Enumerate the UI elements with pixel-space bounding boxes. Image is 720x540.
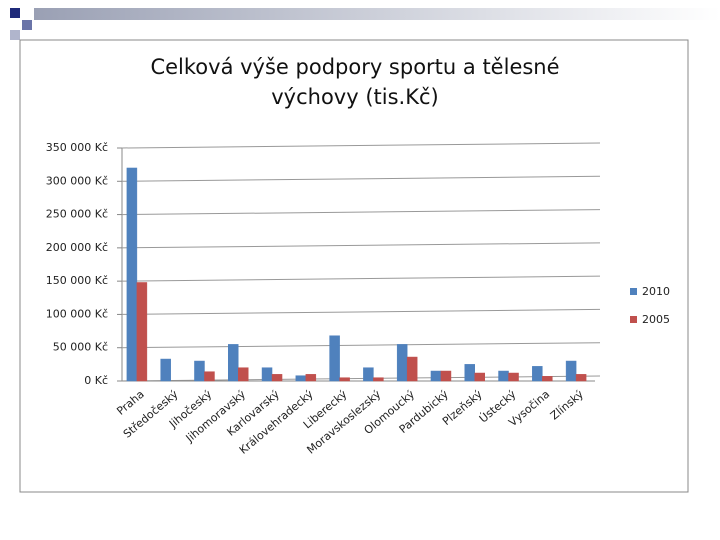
y-tick-label: 100 000 Kč	[46, 307, 108, 320]
bar	[575, 374, 587, 382]
bar	[532, 366, 543, 382]
grid-line	[121, 142, 601, 149]
chart-frame	[19, 39, 689, 493]
bar	[508, 372, 519, 382]
bar	[271, 374, 283, 382]
y-tick-label: 300 000 Kč	[46, 174, 108, 187]
legend-swatch	[630, 288, 637, 295]
bar	[204, 371, 215, 382]
bar	[373, 377, 384, 382]
grid-line	[121, 175, 601, 182]
bar	[440, 370, 452, 382]
bar	[305, 374, 317, 382]
bar	[136, 282, 148, 382]
legend-label: 2005	[642, 313, 670, 326]
bar	[238, 367, 249, 382]
bar	[430, 370, 442, 382]
grid-line	[121, 342, 601, 349]
decor-square	[22, 20, 32, 30]
grid-line	[121, 242, 601, 249]
y-tick-label: 50 000 Kč	[53, 341, 108, 354]
legend-swatch	[630, 316, 637, 323]
bar	[295, 375, 307, 382]
bar	[498, 370, 509, 382]
grid-line	[121, 275, 601, 282]
bar	[261, 367, 273, 382]
bar	[160, 358, 171, 382]
bar	[396, 344, 408, 382]
x-tick-label: Zlínský	[548, 387, 586, 422]
bar	[464, 364, 475, 382]
grid-line	[121, 209, 601, 216]
bar	[565, 360, 577, 382]
bar	[406, 356, 418, 382]
decor-square	[10, 8, 20, 18]
bar	[542, 376, 553, 382]
bar	[329, 335, 340, 382]
legend-label: 2010	[642, 285, 670, 298]
bar	[474, 372, 485, 382]
decor-band	[34, 8, 720, 20]
decor-square	[10, 30, 20, 40]
bar	[339, 377, 350, 382]
y-tick-label: 200 000 Kč	[46, 241, 108, 254]
chart-title: Celková výše podpory sportu a tělesné vý…	[150, 55, 560, 109]
grid-line	[121, 375, 601, 382]
y-tick-label: 250 000 Kč	[46, 208, 108, 221]
bar	[194, 360, 205, 382]
bar	[228, 344, 239, 382]
y-tick-label: 350 000 Kč	[46, 141, 108, 154]
y-tick-label: 0 Kč	[84, 374, 108, 387]
bar	[126, 167, 138, 382]
grid-line	[121, 308, 601, 315]
y-tick-label: 150 000 Kč	[46, 274, 108, 287]
bar	[363, 367, 374, 382]
